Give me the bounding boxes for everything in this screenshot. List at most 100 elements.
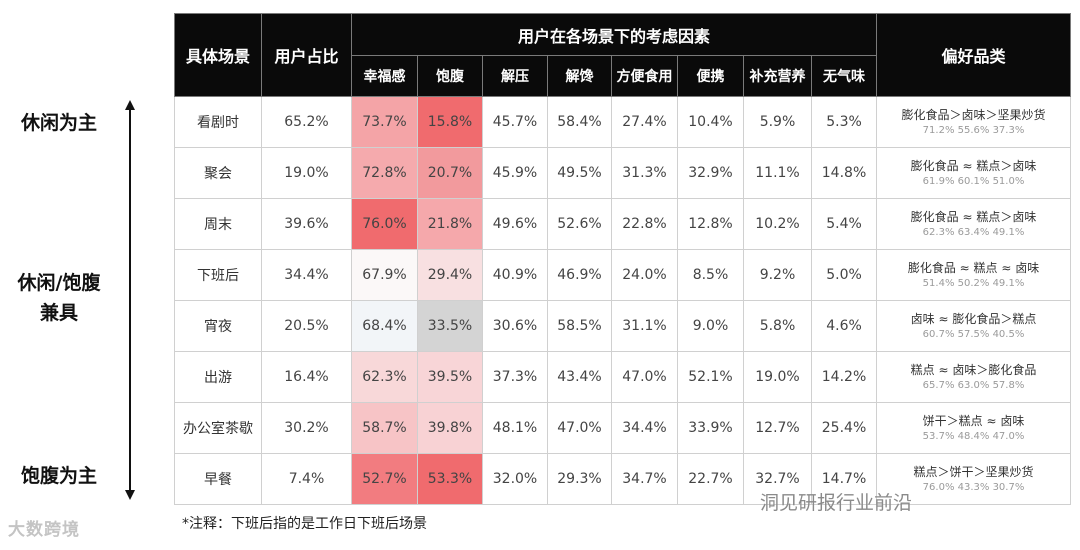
value-cell: 19.0%: [743, 351, 812, 403]
header-preference: 偏好品类: [876, 13, 1072, 97]
table-row: 出游 16.4% 62.3% 39.5% 37.3% 43.4% 47.0% 52.1% 19.…: [174, 351, 1072, 403]
share-cell: 39.6%: [261, 198, 352, 250]
header-user-share: 用户占比: [261, 13, 352, 97]
value-cell: 25.4%: [810, 402, 878, 454]
preference-percentages: 51.4% 50.2% 49.1%: [922, 277, 1025, 289]
preference-ranking: 膨化食品 ≈ 糕点 ≈ 卤味: [907, 260, 1040, 275]
table-row: 周末 39.6% 76.0% 21.8% 49.6% 52.6% 22.8% 12.8% 10.…: [174, 198, 1072, 250]
heat-value-cell: 15.8%: [417, 96, 483, 148]
value-cell: 31.3%: [611, 147, 678, 199]
value-cell: 27.4%: [611, 96, 678, 148]
value-cell: 34.7%: [611, 453, 678, 505]
value-cell: 58.4%: [547, 96, 612, 148]
value-cell: 10.2%: [743, 198, 812, 250]
value-cell: 5.9%: [743, 96, 812, 148]
heat-value-cell: 20.7%: [417, 147, 483, 199]
preference-ranking: 糕点＞饼干＞坚果炒货: [913, 464, 1034, 479]
table-row: 下班后 34.4% 67.9% 29.4% 40.9% 46.9% 24.0% 8.5% 9.2…: [174, 249, 1072, 301]
preference-cell: 膨化食品 ≈ 糕点＞卤味 61.9% 60.1% 51.0%: [876, 147, 1072, 199]
heat-value-cell: 33.5%: [417, 300, 483, 352]
value-cell: 32.9%: [677, 147, 744, 199]
label-mixed-line2: 兼具: [39, 302, 78, 324]
preference-cell: 饼干＞糕点 ≈ 卤味 53.7% 48.4% 47.0%: [876, 402, 1072, 454]
heat-value-cell: 68.4%: [351, 300, 418, 352]
preference-cell: 膨化食品 ≈ 糕点 ≈ 卤味 51.4% 50.2% 49.1%: [876, 249, 1072, 301]
scene-cell: 周末: [174, 198, 262, 250]
heat-value-cell: 21.8%: [417, 198, 483, 250]
value-cell: 5.8%: [743, 300, 812, 352]
label-satiety-main: 饱腹为主: [20, 465, 97, 487]
table-row: 办公室茶歇 30.2% 58.7% 39.8% 48.1% 47.0% 34.4% 33.9%…: [174, 402, 1072, 454]
value-cell: 45.7%: [482, 96, 548, 148]
header-factors-group: 用户在各场景下的考虑因素: [350, 13, 878, 56]
preference-ranking: 膨化食品 ≈ 糕点＞卤味: [910, 209, 1037, 224]
header-factor: 饱腹: [417, 55, 483, 97]
preference-ranking: 膨化食品＞卤味＞坚果炒货: [901, 107, 1046, 122]
heat-value-cell: 62.3%: [351, 351, 418, 403]
preference-cell: 卤味 ≈ 膨化食品＞糕点 60.7% 57.5% 40.5%: [876, 300, 1072, 352]
preference-percentages: 62.3% 63.4% 49.1%: [922, 226, 1025, 238]
value-cell: 22.7%: [677, 453, 744, 505]
value-cell: 24.0%: [611, 249, 678, 301]
value-cell: 12.7%: [743, 402, 812, 454]
heat-value-cell: 52.7%: [351, 453, 418, 505]
value-cell: 49.5%: [547, 147, 612, 199]
heat-value-cell: 73.7%: [351, 96, 418, 148]
value-cell: 8.5%: [677, 249, 744, 301]
value-cell: 29.3%: [547, 453, 612, 505]
value-cell: 9.0%: [677, 300, 744, 352]
share-cell: 30.2%: [261, 402, 352, 454]
scene-cell: 办公室茶歇: [174, 402, 262, 454]
watermark-left: 大数跨境: [8, 520, 80, 540]
value-cell: 49.6%: [482, 198, 548, 250]
value-cell: 46.9%: [547, 249, 612, 301]
heat-value-cell: 67.9%: [351, 249, 418, 301]
share-cell: 7.4%: [261, 453, 352, 505]
value-cell: 5.4%: [810, 198, 878, 250]
preference-percentages: 71.2% 55.6% 37.3%: [922, 124, 1025, 136]
scene-cell: 出游: [174, 351, 262, 403]
preference-cell: 糕点 ≈ 卤味＞膨化食品 65.7% 63.0% 57.8%: [876, 351, 1072, 403]
value-cell: 31.1%: [611, 300, 678, 352]
preference-percentages: 61.9% 60.1% 51.0%: [922, 175, 1025, 187]
table-row: 宵夜 20.5% 68.4% 33.5% 30.6% 58.5% 31.1% 9.0% 5.8%…: [174, 300, 1072, 352]
scene-cell: 下班后: [174, 249, 262, 301]
heat-value-cell: 53.3%: [417, 453, 483, 505]
label-mixed-line1: 休闲/饱腹: [17, 272, 101, 294]
value-cell: 12.8%: [677, 198, 744, 250]
value-cell: 47.0%: [611, 351, 678, 403]
heat-value-cell: 39.5%: [417, 351, 483, 403]
scenario-table: 具体场景 用户占比 用户在各场景下的考虑因素 偏好品类 幸福感 饱腹 解压 解馋…: [174, 13, 1072, 505]
value-cell: 32.0%: [482, 453, 548, 505]
value-cell: 4.6%: [810, 300, 878, 352]
scene-cell: 聚会: [174, 147, 262, 199]
preference-ranking: 饼干＞糕点 ≈ 卤味: [922, 413, 1025, 428]
header-factor: 无气味: [810, 55, 878, 97]
heat-value-cell: 76.0%: [351, 198, 418, 250]
header-factor: 方便食用: [611, 55, 678, 97]
heat-value-cell: 72.8%: [351, 147, 418, 199]
value-cell: 30.6%: [482, 300, 548, 352]
share-cell: 65.2%: [261, 96, 352, 148]
header-factor: 补充营养: [743, 55, 812, 97]
value-cell: 32.7%: [743, 453, 812, 505]
value-cell: 52.6%: [547, 198, 612, 250]
table-row: 聚会 19.0% 72.8% 20.7% 45.9% 49.5% 31.3% 32.9% 11.…: [174, 147, 1072, 199]
preference-percentages: 60.7% 57.5% 40.5%: [922, 328, 1025, 340]
value-cell: 52.1%: [677, 351, 744, 403]
label-leisure-main: 休闲为主: [20, 112, 97, 134]
share-cell: 16.4%: [261, 351, 352, 403]
value-cell: 11.1%: [743, 147, 812, 199]
preference-ranking: 膨化食品 ≈ 糕点＞卤味: [910, 158, 1037, 173]
header-factor: 解馋: [547, 55, 612, 97]
double-arrow-icon: [125, 100, 135, 500]
preference-percentages: 65.7% 63.0% 57.8%: [922, 379, 1025, 391]
preference-ranking: 卤味 ≈ 膨化食品＞糕点: [910, 311, 1037, 326]
value-cell: 47.0%: [547, 402, 612, 454]
value-cell: 33.9%: [677, 402, 744, 454]
header-factor: 解压: [482, 55, 548, 97]
value-cell: 34.4%: [611, 402, 678, 454]
value-cell: 22.8%: [611, 198, 678, 250]
table-body: 看剧时 65.2% 73.7% 15.8% 45.7% 58.4% 27.4% 10.4% 5.…: [174, 96, 1072, 505]
value-cell: 48.1%: [482, 402, 548, 454]
